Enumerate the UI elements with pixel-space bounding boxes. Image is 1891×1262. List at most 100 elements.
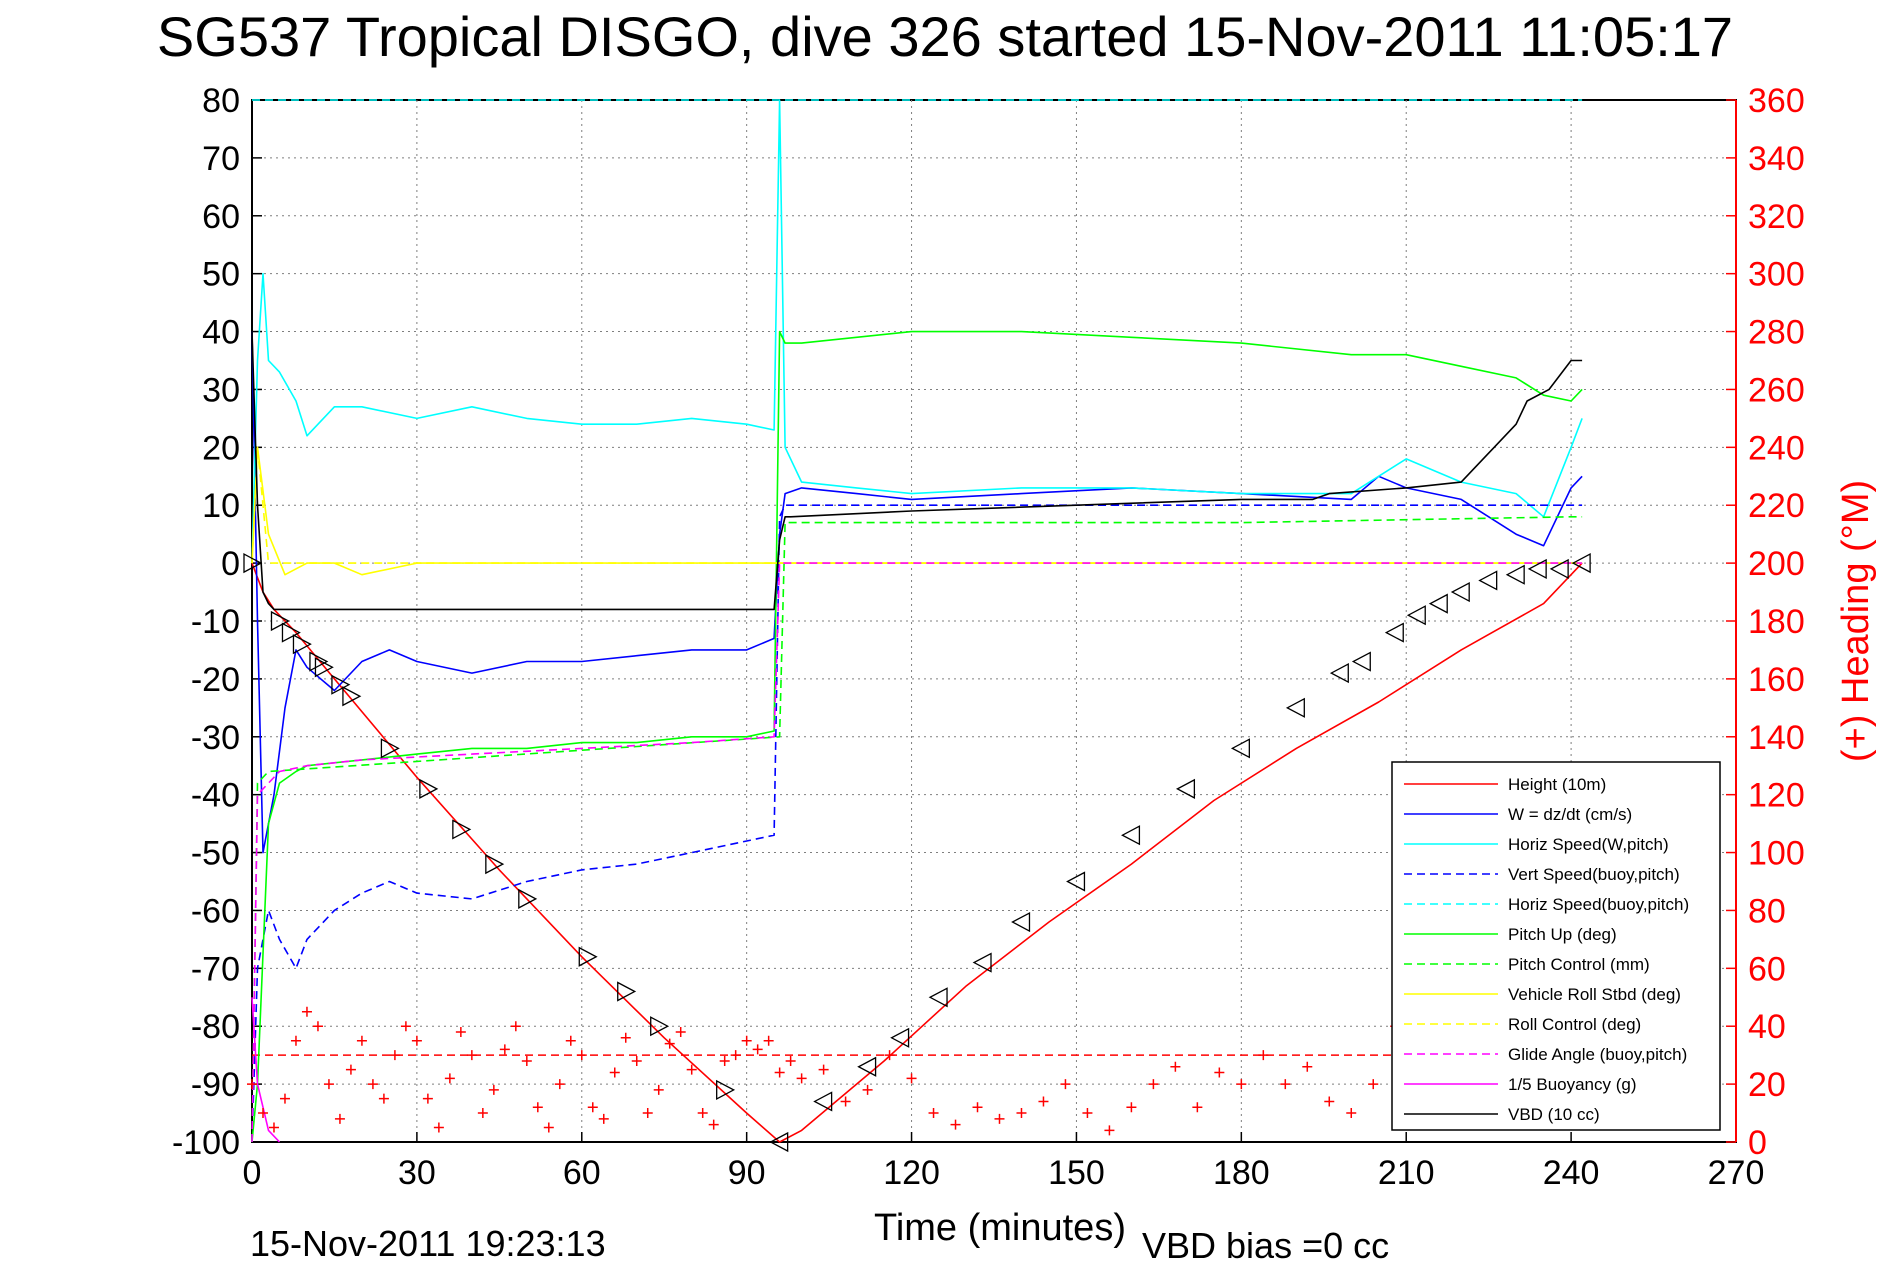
right-y-tick-label: 180 bbox=[1748, 603, 1805, 641]
height-marker bbox=[1285, 697, 1305, 718]
heading-point bbox=[1148, 1079, 1159, 1090]
heading-point bbox=[433, 1122, 444, 1133]
heading-point bbox=[686, 1064, 697, 1075]
heading-point bbox=[730, 1050, 741, 1061]
heading-point bbox=[466, 1050, 477, 1061]
heading-point bbox=[1082, 1108, 1093, 1119]
y-tick-label: -40 bbox=[191, 777, 240, 815]
legend-label: Vert Speed(buoy,pitch) bbox=[1508, 865, 1680, 884]
heading-point bbox=[950, 1119, 961, 1130]
heading-point bbox=[345, 1064, 356, 1075]
heading-point bbox=[1236, 1079, 1247, 1090]
x-axis-label: Time (minutes) bbox=[874, 1207, 1126, 1249]
legend-label: Height (10m) bbox=[1508, 775, 1606, 794]
series-line bbox=[251, 997, 281, 1143]
right-y-tick-label: 140 bbox=[1748, 719, 1805, 757]
heading-point bbox=[356, 1035, 367, 1046]
heading-point bbox=[268, 1122, 279, 1133]
height-marker bbox=[281, 622, 301, 643]
heading-point bbox=[1324, 1096, 1335, 1107]
height-marker bbox=[314, 657, 334, 678]
right-y-tick-label: 280 bbox=[1748, 314, 1805, 352]
right-y-tick-label: 240 bbox=[1748, 429, 1805, 467]
right-y-tick-label: 340 bbox=[1748, 140, 1805, 178]
y-tick-label: 20 bbox=[202, 429, 240, 467]
heading-point bbox=[664, 1038, 675, 1049]
heading-point bbox=[367, 1079, 378, 1090]
y-tick-label: 60 bbox=[202, 198, 240, 236]
heading-point bbox=[653, 1084, 664, 1095]
y-tick-label: 40 bbox=[202, 314, 240, 352]
legend-label: Roll Control (deg) bbox=[1508, 1015, 1641, 1034]
y-tick-label: -20 bbox=[191, 661, 240, 699]
height-marker bbox=[243, 553, 263, 574]
right-y-tick-label: 200 bbox=[1748, 545, 1805, 583]
x-tick-label: 270 bbox=[1708, 1154, 1765, 1192]
height-marker bbox=[1066, 871, 1086, 892]
legend: Height (10m) W = dz/dt (cm/s) Horiz Speed(… bbox=[1391, 761, 1721, 1131]
right-y-tick-label: 260 bbox=[1748, 371, 1805, 409]
y-tick-label: 70 bbox=[202, 140, 240, 178]
footer-vbd-bias: VBD bias =0 cc bbox=[1142, 1225, 1389, 1262]
heading-point bbox=[1016, 1108, 1027, 1119]
height-marker bbox=[1329, 663, 1349, 684]
height-marker bbox=[1571, 553, 1591, 574]
right-y-tick-label: 320 bbox=[1748, 198, 1805, 236]
x-tick-label: 240 bbox=[1543, 1154, 1600, 1192]
heading-point bbox=[796, 1073, 807, 1084]
height-marker bbox=[270, 610, 290, 632]
heading-point bbox=[400, 1021, 411, 1032]
heading-point bbox=[785, 1055, 796, 1066]
heading-point bbox=[247, 1079, 257, 1090]
heading-point bbox=[334, 1113, 345, 1124]
heading-point bbox=[411, 1035, 422, 1046]
height-marker bbox=[813, 1091, 833, 1112]
right-y-tick-label: 100 bbox=[1748, 835, 1805, 873]
series-line bbox=[251, 331, 1583, 854]
y-tick-label: 0 bbox=[221, 545, 240, 583]
heading-point bbox=[1104, 1125, 1115, 1136]
heading-point bbox=[279, 1093, 290, 1104]
right-y-tick-label: 0 bbox=[1748, 1124, 1767, 1162]
heading-point bbox=[257, 1108, 268, 1119]
y-tick-label: -50 bbox=[191, 835, 240, 873]
height-marker bbox=[518, 888, 538, 909]
right-y-tick-label: 160 bbox=[1748, 661, 1805, 699]
data-series bbox=[251, 99, 1583, 1143]
height-marker bbox=[1450, 581, 1470, 603]
heading-point bbox=[675, 1027, 686, 1038]
heading-point bbox=[1192, 1102, 1203, 1113]
heading-point bbox=[884, 1050, 895, 1061]
y-tick-label: -70 bbox=[191, 950, 240, 988]
heading-point bbox=[719, 1055, 730, 1066]
heading-point bbox=[1368, 1079, 1379, 1090]
series-line bbox=[251, 99, 1583, 564]
y-tick-label: 80 bbox=[202, 82, 240, 120]
height-marker bbox=[1384, 622, 1404, 643]
x-tick-label: 30 bbox=[398, 1154, 436, 1192]
height-marker bbox=[769, 1131, 789, 1153]
x-axis-ticks: 0 30 60 90 120 150 180 210 240 270 bbox=[243, 1132, 1765, 1192]
legend-label: W = dz/dt (cm/s) bbox=[1508, 805, 1632, 824]
heading-point bbox=[532, 1102, 543, 1113]
heading-point bbox=[598, 1113, 609, 1124]
x-tick-label: 180 bbox=[1213, 1154, 1270, 1192]
heading-point bbox=[928, 1108, 939, 1119]
heading-point bbox=[818, 1064, 829, 1075]
height-marker bbox=[452, 819, 472, 840]
right-y-axis-ticks: 3603403203002802602402202001801601401201… bbox=[1726, 82, 1805, 1162]
right-y-tick-label: 20 bbox=[1748, 1066, 1786, 1104]
heading-point bbox=[1126, 1102, 1137, 1113]
right-y-tick-label: 300 bbox=[1748, 256, 1805, 294]
x-tick-label: 150 bbox=[1048, 1154, 1105, 1192]
height-marker bbox=[650, 1016, 670, 1037]
legend-label: Pitch Control (mm) bbox=[1508, 955, 1650, 974]
heading-point bbox=[1060, 1079, 1071, 1090]
heading-point bbox=[389, 1050, 400, 1061]
height-marker bbox=[292, 634, 312, 655]
height-marker bbox=[1011, 911, 1031, 933]
heading-point bbox=[642, 1108, 653, 1119]
heading-point bbox=[554, 1079, 565, 1090]
height-marker bbox=[331, 674, 351, 695]
